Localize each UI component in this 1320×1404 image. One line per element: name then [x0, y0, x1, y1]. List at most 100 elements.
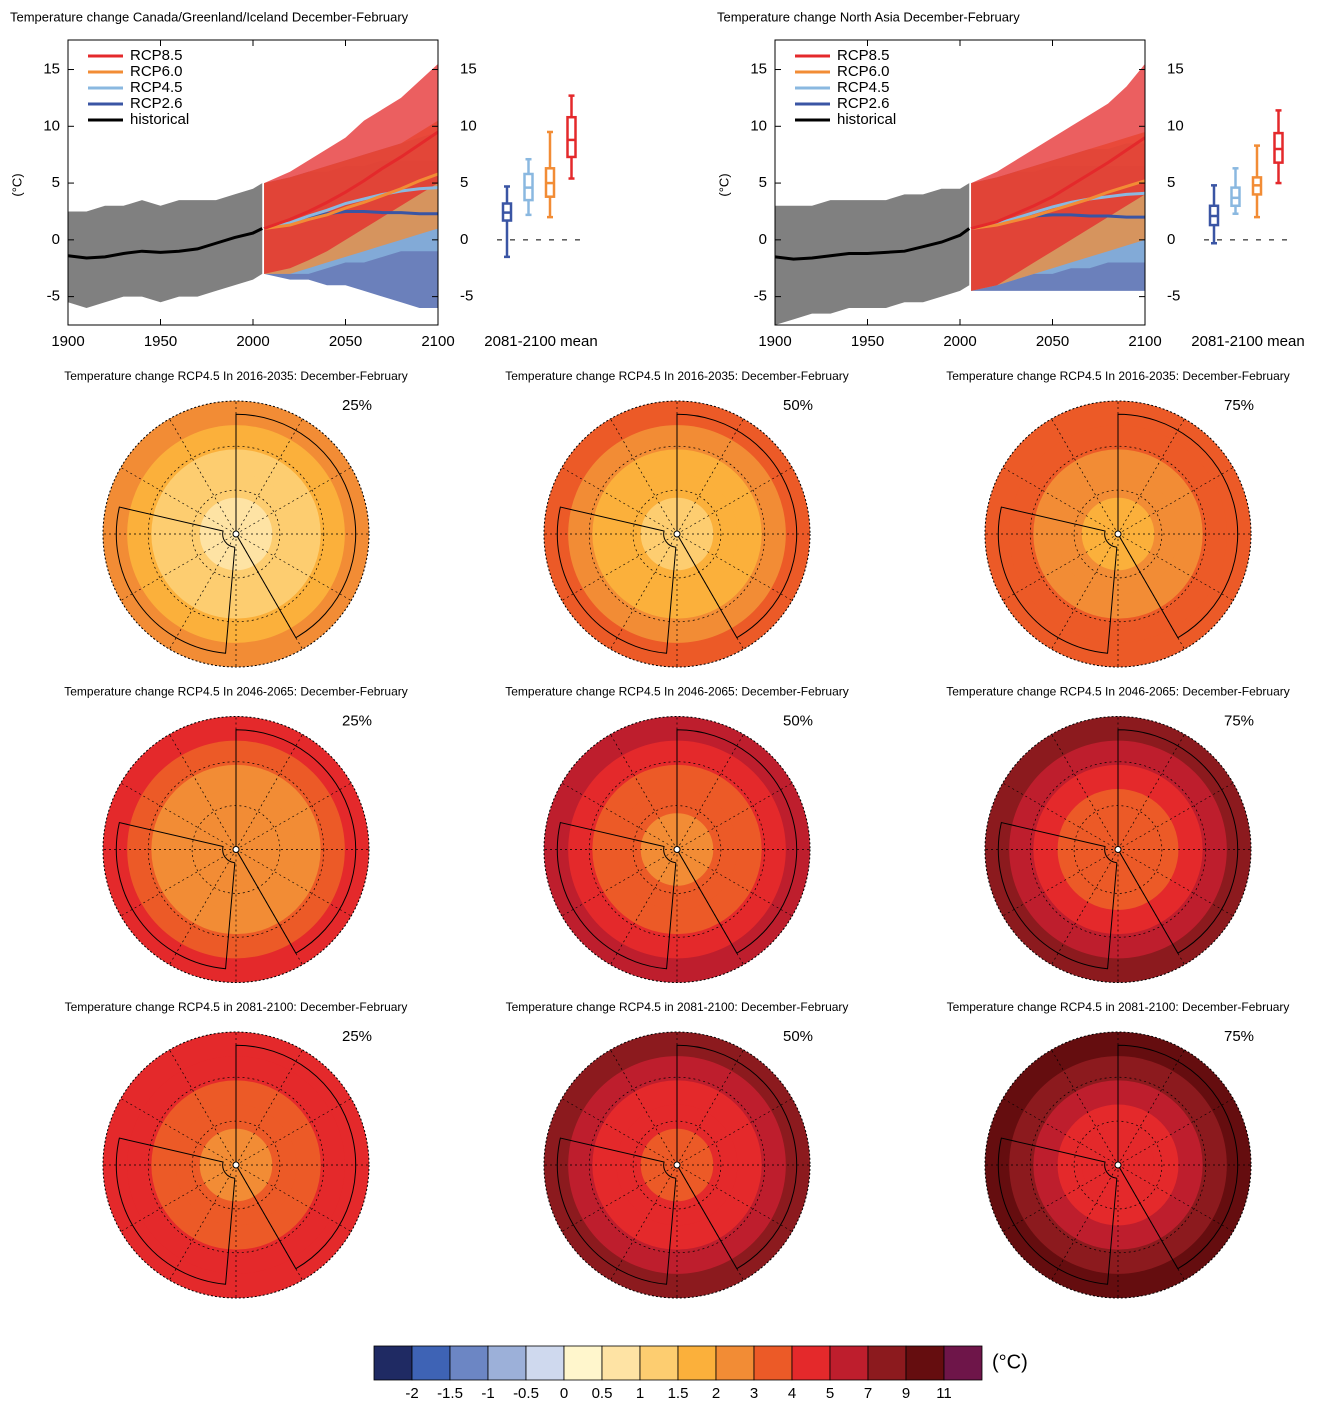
graticule [561, 1098, 678, 1166]
pole-marker [1114, 530, 1122, 538]
graticule [1117, 1098, 1234, 1166]
plot-area [68, 63, 438, 308]
mean-line [970, 191, 1145, 230]
graticule [1051, 849, 1119, 965]
graticule [1051, 533, 1119, 650]
graticule [147, 761, 325, 938]
y-tick-label: -5 [1167, 288, 1180, 305]
colorbar-cell [563, 1345, 603, 1381]
map-title: Temperature change RCP4.5 In 2016-2035: … [64, 369, 408, 383]
graticule [1029, 761, 1207, 938]
colorbar-tick-label: -1 [481, 1385, 494, 1402]
map-title: Temperature change RCP4.5 In 2016-2035: … [505, 369, 849, 383]
y-tick-label: 10 [1167, 117, 1184, 134]
graticule [676, 849, 793, 917]
x-tick-label: 2000 [236, 333, 269, 350]
graticule [169, 734, 237, 850]
graticule [610, 533, 678, 650]
pole-marker [232, 846, 240, 853]
graticule [1117, 418, 1185, 535]
map-title: Temperature change RCP4.5 In 2016-2035: … [946, 369, 1290, 383]
y-axis-label: (°C) [9, 173, 24, 196]
graticule [1117, 467, 1234, 535]
graticule [610, 418, 678, 535]
graticule [610, 1049, 678, 1166]
region-outline [115, 821, 236, 970]
region-outline [115, 1137, 236, 1285]
map-title: Temperature change RCP4.5 in 2081-2100: … [947, 1000, 1290, 1014]
colorbar-unit: (°C) [992, 1351, 1028, 1373]
graticule [1051, 1049, 1119, 1166]
graticule [561, 782, 678, 850]
graticule [120, 467, 237, 535]
graticule [588, 1076, 766, 1254]
y-tick-label: 0 [759, 231, 767, 248]
legend-label: RCP8.5 [837, 47, 890, 64]
colorbar-cell [791, 1345, 831, 1381]
mean-line [263, 130, 438, 230]
graticule [588, 761, 766, 938]
graticule [169, 1164, 237, 1281]
graticule [561, 533, 678, 601]
colorbar-cell [487, 1345, 527, 1381]
graticule [1002, 849, 1119, 917]
graticule [169, 533, 237, 650]
map-percentile: 25% [342, 397, 372, 414]
graticule [235, 1098, 352, 1166]
graticule [1002, 782, 1119, 850]
colorbar-tick-label: 7 [864, 1385, 872, 1402]
map-percentile: 50% [783, 712, 813, 729]
y-tick-label: 5 [759, 174, 767, 191]
model-range [264, 63, 438, 274]
graticule [1051, 418, 1119, 535]
graticule [676, 467, 793, 535]
graticule [169, 1049, 237, 1166]
colorbar-cell [449, 1345, 489, 1381]
graticule [1117, 533, 1234, 601]
graticule [235, 1164, 352, 1232]
graticule [1002, 533, 1119, 601]
colorbar-cell [677, 1345, 717, 1381]
mean-line [263, 172, 438, 230]
map-title: Temperature change RCP4.5 In 2046-2065: … [505, 685, 849, 699]
graticule [676, 418, 744, 535]
map-percentile: 50% [783, 397, 813, 414]
pole-marker [1114, 846, 1122, 853]
mean-line [68, 227, 263, 260]
map-edge [543, 400, 811, 668]
box-axis-label: 2081-2100 mean [1191, 333, 1304, 350]
region-outline [556, 506, 677, 654]
graticule [676, 1098, 793, 1166]
plot-area [775, 63, 1145, 325]
x-tick-label: 1900 [51, 333, 84, 350]
x-tick-label: 1950 [851, 333, 884, 350]
colorbar-tick-label: 1 [636, 1385, 644, 1402]
legend-label: historical [837, 111, 896, 128]
colorbar-cell [715, 1345, 755, 1381]
colorbar-cell [639, 1345, 679, 1381]
map-percentile: 75% [1224, 712, 1254, 729]
y-tick-label: 0 [460, 231, 468, 248]
map-percentile: 75% [1224, 397, 1254, 414]
y-tick-label: 10 [43, 117, 60, 134]
x-tick-label: 2050 [329, 333, 362, 350]
y-tick-label: 5 [52, 174, 60, 191]
graticule [676, 734, 744, 850]
pole-marker [673, 846, 681, 853]
graticule [235, 418, 303, 535]
colorbar-cell [753, 1345, 793, 1381]
pole-marker [232, 1161, 240, 1169]
colorbar-cell [943, 1345, 983, 1381]
map-title: Temperature change RCP4.5 In 2046-2065: … [946, 685, 1290, 699]
graticule [120, 782, 237, 850]
mean-line [263, 186, 438, 230]
map-percentile: 25% [342, 1028, 372, 1045]
graticule [1117, 782, 1234, 850]
map-edge [543, 716, 811, 983]
graticule [1029, 1076, 1207, 1254]
x-tick-label: 1900 [758, 333, 791, 350]
colorbar-tick-label: 5 [826, 1385, 834, 1402]
graticule [120, 1164, 237, 1232]
map-edge [984, 1031, 1252, 1299]
